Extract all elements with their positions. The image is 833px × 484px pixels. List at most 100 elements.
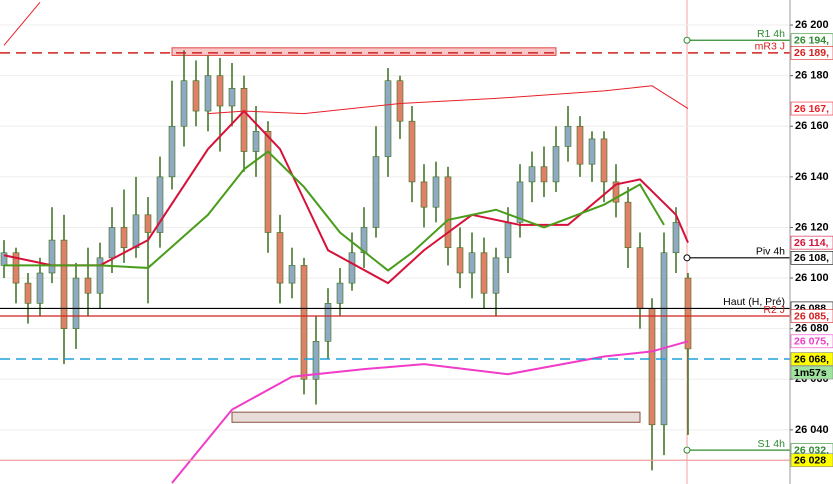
candle-body	[252, 131, 260, 152]
candle-body	[144, 214, 152, 233]
price-tag-bg	[790, 352, 833, 366]
level-label: S1 4h	[758, 438, 786, 450]
y-tick-label: 26 200	[795, 19, 829, 31]
price-tag: 26 085,	[794, 310, 829, 322]
indicator-line	[4, 150, 665, 272]
candle-body	[264, 131, 272, 233]
candle-body	[216, 75, 224, 107]
candle-body	[600, 138, 608, 183]
candle-body	[192, 80, 200, 112]
price-tag: 26 189,	[794, 47, 829, 59]
y-tick-label: 26 080	[795, 323, 829, 335]
candle-body	[312, 341, 320, 380]
level-label: Haut (H, Pré)	[723, 296, 785, 308]
candle-body	[0, 252, 8, 266]
candle-body	[576, 125, 584, 165]
price-tag-bg	[790, 46, 833, 60]
zone	[171, 47, 557, 56]
candle-body	[468, 252, 476, 274]
level-label: Piv 4h	[756, 246, 785, 258]
candle-body	[24, 282, 32, 304]
candle-body	[480, 252, 488, 294]
candle-body	[396, 80, 404, 122]
level-label: mR3 J	[755, 41, 785, 53]
candle-body	[276, 232, 284, 284]
candle-body	[348, 252, 356, 284]
candle-body	[288, 265, 296, 284]
candle-body	[156, 176, 164, 233]
y-tick-label: 26 040	[795, 424, 829, 436]
y-tick-label: 26 160	[795, 120, 829, 132]
price-tag: 26 028	[794, 454, 826, 466]
indicator-line	[3, 109, 689, 285]
candle-body	[624, 201, 632, 248]
candle-body	[420, 181, 428, 208]
candle-body	[504, 222, 512, 259]
candle-body	[684, 277, 692, 350]
candle-body	[660, 252, 668, 426]
candle-body	[36, 272, 44, 304]
countdown: 1m57s	[794, 367, 827, 379]
price-tag: 26 167,	[794, 103, 829, 115]
level-marker	[683, 36, 691, 44]
candle-body	[12, 252, 20, 284]
y-tick-label: 26 100	[795, 272, 829, 284]
candle-body	[552, 146, 560, 183]
candle-body	[300, 265, 308, 380]
indicator-line	[3, 1, 41, 46]
candle-body	[372, 156, 380, 228]
zone	[231, 411, 641, 423]
price-tag: 26 114,	[794, 237, 829, 249]
price-tag: 26 108,	[794, 252, 829, 264]
candle-body	[228, 87, 236, 107]
candle-body	[516, 181, 524, 223]
candle-body	[120, 227, 128, 248]
indicator-line	[207, 85, 689, 115]
candle-body	[432, 176, 440, 208]
candle-body	[72, 277, 80, 329]
price-tag: 26 068,	[794, 353, 829, 365]
y-tick-label: 26 120	[795, 221, 829, 233]
candle-body	[612, 181, 620, 203]
price-tag: 26 075,	[794, 336, 829, 348]
price-tag-bg	[790, 235, 833, 250]
candle-body	[240, 87, 248, 152]
level-marker	[683, 446, 691, 454]
candle-body	[636, 247, 644, 309]
candle-body	[408, 120, 416, 183]
candle-body	[48, 239, 56, 274]
candle-body	[108, 227, 116, 259]
price-tag-bg	[790, 251, 833, 265]
candle-body	[168, 125, 176, 178]
candle-body	[492, 257, 500, 294]
candle-body	[528, 166, 536, 183]
candle-body	[564, 125, 572, 147]
price-tag: 26 194,	[794, 35, 829, 47]
candle-body	[444, 176, 452, 248]
candle-body	[204, 75, 212, 112]
y-tick-label: 26 140	[795, 171, 829, 183]
candle-body	[84, 277, 92, 294]
candle-body	[96, 257, 104, 294]
candle-body	[384, 80, 392, 157]
level-marker	[683, 254, 691, 262]
candle-body	[60, 239, 68, 329]
candle-body	[324, 303, 332, 342]
candle-body	[336, 282, 344, 304]
price-tag-bg	[790, 309, 833, 323]
price-tag-bg	[790, 334, 833, 349]
candle-body	[672, 222, 680, 254]
price-tag-bg	[790, 453, 833, 468]
candle-body	[180, 80, 188, 127]
price-tag: 26 032,	[794, 444, 829, 456]
level-label: R2 J	[763, 304, 785, 316]
candle-body	[132, 214, 140, 248]
countdown-bg	[790, 365, 833, 380]
y-tick-label: 26 180	[795, 70, 829, 82]
price-tag-bg	[790, 101, 833, 116]
candle-body	[588, 138, 596, 165]
candle-body	[648, 308, 656, 426]
